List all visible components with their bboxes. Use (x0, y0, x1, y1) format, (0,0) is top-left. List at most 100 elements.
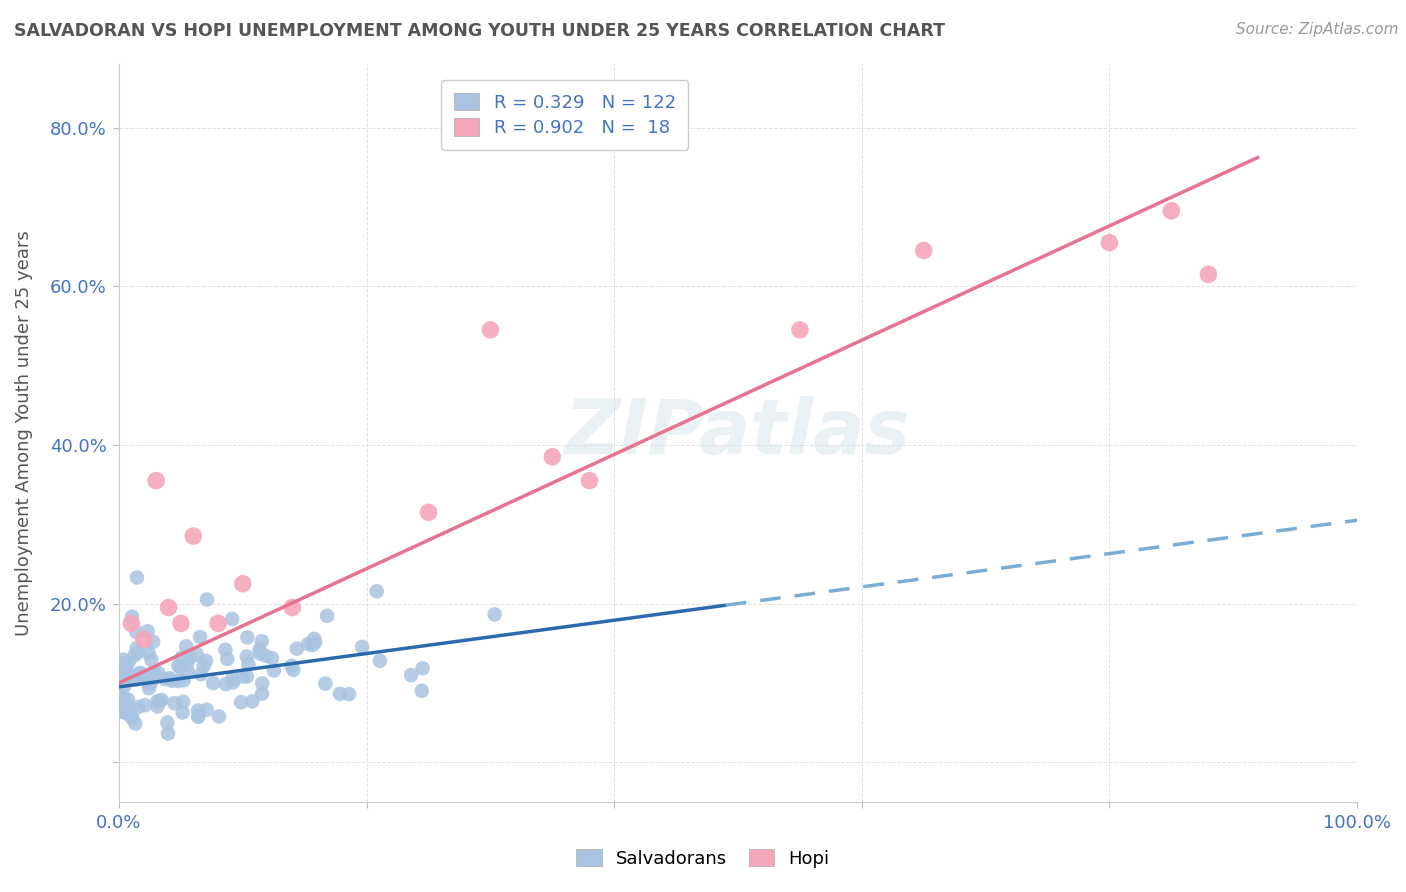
Point (1197, 268, 1219, 282)
Point (120, 616, 142, 631)
Point (254, 648, 277, 663)
Point (263, 664, 285, 678)
Point (221, 672, 243, 686)
Point (145, 474, 167, 488)
Point (120, 708, 142, 723)
Point (160, 673, 183, 688)
Point (115, 665, 138, 679)
Point (283, 663, 305, 677)
Point (541, 450, 564, 464)
Point (912, 244, 935, 258)
Point (329, 687, 352, 701)
Point (1098, 235, 1121, 250)
Text: Source: ZipAtlas.com: Source: ZipAtlas.com (1236, 22, 1399, 37)
Point (208, 709, 231, 723)
Text: ZIPatlas: ZIPatlas (565, 396, 911, 470)
Point (789, 323, 811, 337)
Point (136, 624, 159, 639)
Point (195, 654, 218, 668)
Point (111, 652, 134, 666)
Point (195, 703, 218, 717)
Legend: R = 0.329   N = 122, R = 0.902   N =  18: R = 0.329 N = 122, R = 0.902 N = 18 (441, 80, 689, 150)
Point (181, 529, 204, 543)
Point (157, 726, 180, 740)
Point (238, 657, 260, 672)
Point (418, 505, 440, 519)
Point (240, 694, 263, 708)
Point (260, 651, 283, 665)
Point (172, 706, 194, 720)
Point (142, 665, 165, 680)
Point (121, 711, 143, 725)
Point (163, 696, 186, 710)
Point (146, 699, 169, 714)
Point (352, 640, 374, 654)
Point (173, 673, 195, 688)
Point (156, 715, 179, 730)
Point (141, 671, 163, 685)
Point (249, 642, 271, 657)
Point (174, 640, 197, 654)
Point (138, 681, 160, 695)
Point (236, 669, 259, 683)
Point (150, 693, 173, 707)
Point (187, 710, 209, 724)
Point (302, 632, 325, 646)
Point (114, 656, 136, 670)
Point (412, 661, 434, 675)
Point (132, 672, 155, 686)
Point (301, 638, 323, 652)
Point (236, 649, 259, 664)
Point (252, 676, 274, 690)
Point (115, 664, 138, 678)
Point (195, 592, 218, 607)
Point (285, 641, 308, 656)
Point (337, 687, 360, 701)
Point (139, 668, 162, 682)
Point (281, 600, 304, 615)
Point (122, 670, 145, 684)
Point (149, 694, 172, 708)
Point (411, 683, 433, 698)
Point (304, 635, 326, 649)
Point (127, 700, 149, 714)
Point (187, 708, 209, 723)
Point (134, 698, 156, 712)
Point (118, 701, 141, 715)
Point (193, 659, 215, 673)
Point (222, 675, 245, 690)
Point (111, 689, 134, 703)
Point (146, 694, 169, 708)
Point (190, 667, 212, 681)
Point (250, 634, 273, 648)
Point (229, 695, 252, 709)
Point (366, 584, 388, 599)
Point (236, 631, 259, 645)
Point (142, 667, 165, 681)
Point (120, 707, 142, 722)
Point (125, 641, 148, 656)
Point (112, 679, 135, 693)
Point (316, 608, 339, 623)
Point (176, 665, 198, 679)
Point (157, 600, 180, 615)
Point (153, 672, 176, 686)
Point (186, 648, 208, 662)
Point (221, 612, 243, 626)
Point (172, 695, 194, 709)
Point (232, 669, 254, 683)
Point (111, 705, 134, 719)
Point (214, 642, 236, 657)
Point (368, 654, 391, 668)
Point (124, 648, 146, 663)
Point (111, 673, 134, 688)
Point (169, 661, 191, 675)
Point (127, 646, 149, 660)
Point (314, 676, 336, 690)
Point (207, 616, 229, 631)
Point (179, 650, 201, 665)
Point (111, 691, 134, 706)
Point (157, 671, 180, 685)
Text: SALVADORAN VS HOPI UNEMPLOYMENT AMONG YOUTH UNDER 25 YEARS CORRELATION CHART: SALVADORAN VS HOPI UNEMPLOYMENT AMONG YO… (14, 22, 945, 40)
Point (124, 716, 146, 731)
